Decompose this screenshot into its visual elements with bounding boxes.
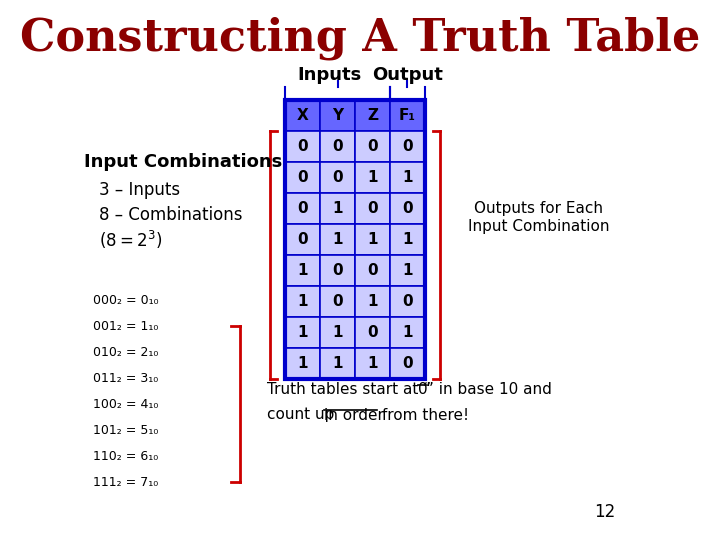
Bar bbox=[390, 317, 425, 348]
Bar bbox=[390, 224, 425, 255]
Bar bbox=[355, 348, 390, 379]
Text: 001₂ = 1₁₀: 001₂ = 1₁₀ bbox=[93, 320, 158, 333]
Bar bbox=[320, 348, 355, 379]
Text: 1: 1 bbox=[333, 201, 343, 216]
Bar bbox=[390, 255, 425, 286]
Bar bbox=[355, 224, 390, 255]
Bar bbox=[320, 317, 355, 348]
Text: Output: Output bbox=[372, 66, 443, 84]
Text: 0: 0 bbox=[367, 201, 378, 216]
Text: 8 – Combinations: 8 – Combinations bbox=[99, 206, 243, 224]
Text: count up: count up bbox=[267, 408, 339, 422]
Text: 1: 1 bbox=[367, 170, 378, 185]
Bar bbox=[355, 286, 390, 317]
Text: 0: 0 bbox=[297, 139, 308, 154]
Bar bbox=[285, 224, 320, 255]
Text: Input Combination: Input Combination bbox=[468, 219, 609, 233]
Text: 0: 0 bbox=[367, 139, 378, 154]
Text: 0: 0 bbox=[297, 201, 308, 216]
Text: 1: 1 bbox=[333, 356, 343, 371]
Text: 110₂ = 6₁₀: 110₂ = 6₁₀ bbox=[93, 449, 158, 462]
Text: 010₂ = 2₁₀: 010₂ = 2₁₀ bbox=[93, 346, 158, 359]
Bar bbox=[285, 100, 425, 379]
Text: 1: 1 bbox=[367, 356, 378, 371]
Text: 0: 0 bbox=[332, 170, 343, 185]
Bar bbox=[285, 131, 320, 162]
Text: 011₂ = 3₁₀: 011₂ = 3₁₀ bbox=[93, 372, 158, 384]
Bar bbox=[320, 224, 355, 255]
Text: 0: 0 bbox=[332, 139, 343, 154]
Bar bbox=[320, 255, 355, 286]
Text: Outputs for Each: Outputs for Each bbox=[474, 200, 603, 215]
Bar bbox=[355, 131, 390, 162]
Text: 1: 1 bbox=[297, 263, 308, 278]
Bar bbox=[390, 348, 425, 379]
Text: 0: 0 bbox=[402, 356, 413, 371]
Text: Truth tables start at “: Truth tables start at “ bbox=[267, 382, 431, 397]
Text: 0: 0 bbox=[367, 325, 378, 340]
Text: 12: 12 bbox=[594, 503, 616, 521]
Bar bbox=[355, 255, 390, 286]
Text: 1: 1 bbox=[402, 170, 413, 185]
Text: 1: 1 bbox=[333, 232, 343, 247]
Bar bbox=[390, 131, 425, 162]
Bar bbox=[285, 348, 320, 379]
Bar bbox=[390, 286, 425, 317]
Text: 101₂ = 5₁₀: 101₂ = 5₁₀ bbox=[93, 423, 158, 436]
Text: 1: 1 bbox=[402, 232, 413, 247]
Text: X: X bbox=[297, 108, 309, 123]
Text: 1: 1 bbox=[297, 356, 308, 371]
Text: Constructing A Truth Table: Constructing A Truth Table bbox=[20, 16, 700, 60]
Text: 1: 1 bbox=[402, 325, 413, 340]
Text: 100₂ = 4₁₀: 100₂ = 4₁₀ bbox=[93, 397, 158, 410]
Text: 1: 1 bbox=[367, 294, 378, 309]
Text: 000₂ = 0₁₀: 000₂ = 0₁₀ bbox=[93, 294, 158, 307]
Bar bbox=[320, 286, 355, 317]
Text: 1: 1 bbox=[297, 325, 308, 340]
Bar bbox=[355, 162, 390, 193]
Text: 0: 0 bbox=[332, 263, 343, 278]
Bar bbox=[285, 286, 320, 317]
Bar bbox=[285, 162, 320, 193]
Bar bbox=[390, 100, 425, 131]
Text: 0: 0 bbox=[297, 232, 308, 247]
Text: 0: 0 bbox=[402, 139, 413, 154]
Text: 0: 0 bbox=[402, 294, 413, 309]
Text: Z: Z bbox=[367, 108, 378, 123]
Text: 0: 0 bbox=[402, 201, 413, 216]
Bar bbox=[285, 317, 320, 348]
Bar bbox=[355, 317, 390, 348]
Text: 1: 1 bbox=[402, 263, 413, 278]
Bar bbox=[285, 255, 320, 286]
Text: Input Combinations: Input Combinations bbox=[84, 153, 283, 171]
Text: 0: 0 bbox=[367, 263, 378, 278]
Bar bbox=[320, 131, 355, 162]
Text: 111₂ = 7₁₀: 111₂ = 7₁₀ bbox=[93, 476, 158, 489]
Bar bbox=[320, 193, 355, 224]
Bar bbox=[285, 100, 320, 131]
Text: F₁: F₁ bbox=[399, 108, 416, 123]
Text: in order: in order bbox=[324, 408, 384, 422]
Text: $(8 = 2^3)$: $(8 = 2^3)$ bbox=[99, 229, 163, 251]
Text: 3 – Inputs: 3 – Inputs bbox=[99, 181, 181, 199]
Bar bbox=[355, 193, 390, 224]
Bar bbox=[390, 193, 425, 224]
Text: 1: 1 bbox=[297, 294, 308, 309]
Text: 0: 0 bbox=[297, 170, 308, 185]
Text: Inputs: Inputs bbox=[297, 66, 361, 84]
Text: from there!: from there! bbox=[377, 408, 469, 422]
Text: 1: 1 bbox=[367, 232, 378, 247]
Text: 0: 0 bbox=[332, 294, 343, 309]
Text: 0: 0 bbox=[418, 382, 428, 397]
Text: ” in base 10 and: ” in base 10 and bbox=[426, 382, 552, 397]
Text: 1: 1 bbox=[333, 325, 343, 340]
Bar bbox=[355, 100, 390, 131]
Bar bbox=[390, 162, 425, 193]
Bar bbox=[320, 100, 355, 131]
Bar bbox=[285, 193, 320, 224]
Bar bbox=[320, 162, 355, 193]
Text: Y: Y bbox=[332, 108, 343, 123]
